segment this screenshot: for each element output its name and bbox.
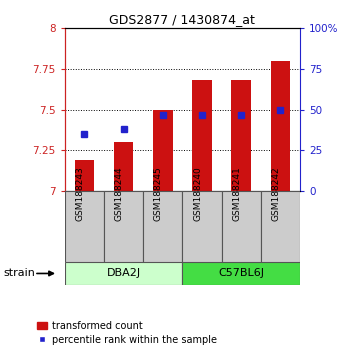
Text: GSM188244: GSM188244 — [115, 167, 124, 221]
Text: GSM188245: GSM188245 — [154, 167, 163, 221]
Bar — [143, 191, 182, 262]
Bar — [153, 110, 173, 191]
Text: DBA2J: DBA2J — [106, 268, 141, 279]
Text: GSM188242: GSM188242 — [271, 167, 281, 221]
Bar — [222, 191, 261, 262]
Bar — [65, 262, 182, 285]
Title: GDS2877 / 1430874_at: GDS2877 / 1430874_at — [109, 13, 255, 26]
Bar — [232, 80, 251, 191]
Bar — [114, 142, 133, 191]
Text: GSM188241: GSM188241 — [232, 167, 241, 221]
Bar — [65, 191, 104, 262]
Bar — [261, 191, 300, 262]
Bar — [182, 191, 222, 262]
Bar — [271, 61, 290, 191]
Bar — [104, 191, 143, 262]
Text: strain: strain — [3, 268, 35, 279]
Text: C57BL6J: C57BL6J — [218, 268, 264, 279]
Bar — [182, 262, 300, 285]
Bar — [75, 160, 94, 191]
Text: GSM188243: GSM188243 — [75, 167, 85, 221]
Bar — [192, 80, 212, 191]
Legend: transformed count, percentile rank within the sample: transformed count, percentile rank withi… — [37, 321, 217, 345]
Text: GSM188240: GSM188240 — [193, 167, 202, 221]
